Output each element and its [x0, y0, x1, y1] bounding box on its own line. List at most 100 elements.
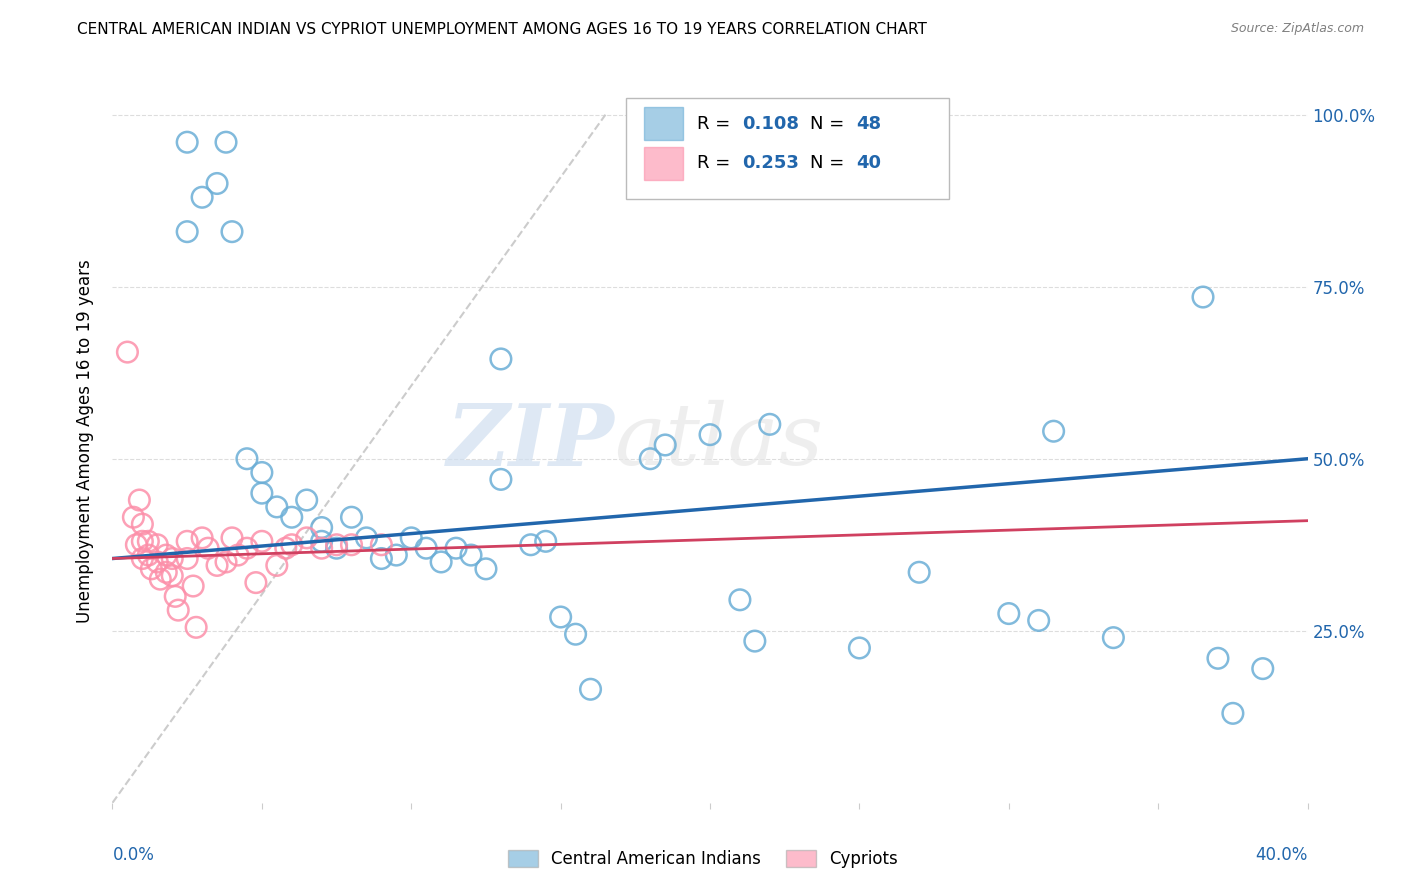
Text: atlas: atlas [614, 401, 824, 483]
Point [728, 592, 751, 607]
Point [215, 135, 238, 149]
Point [162, 551, 183, 566]
Point [266, 500, 288, 514]
Point [141, 562, 163, 576]
Point [1206, 651, 1229, 665]
Point [640, 451, 662, 466]
Text: 0.0%: 0.0% [112, 847, 155, 864]
Point [186, 620, 208, 634]
Point [131, 551, 153, 566]
Point [236, 451, 259, 466]
Text: CENTRAL AMERICAN INDIAN VS CYPRIOT UNEMPLOYMENT AMONG AGES 16 TO 19 YEARS CORREL: CENTRAL AMERICAN INDIAN VS CYPRIOT UNEMP… [77, 22, 927, 37]
Point [162, 568, 183, 582]
Point [128, 493, 150, 508]
Point [654, 438, 676, 452]
Point [138, 534, 160, 549]
Point [274, 541, 297, 556]
Text: R =: R = [697, 115, 735, 133]
Point [176, 225, 198, 239]
Point [848, 640, 870, 655]
Point [155, 566, 177, 580]
Point [340, 538, 363, 552]
Point [155, 548, 177, 562]
Point [444, 541, 467, 556]
Text: Source: ZipAtlas.com: Source: ZipAtlas.com [1230, 22, 1364, 36]
Point [197, 541, 219, 556]
Point [311, 534, 333, 549]
Point [131, 517, 153, 532]
Point [131, 534, 153, 549]
Point [250, 466, 273, 480]
Point [149, 572, 172, 586]
Text: 40: 40 [856, 154, 880, 172]
Point [221, 531, 243, 545]
Point [226, 548, 249, 562]
Point [356, 531, 378, 545]
Point [122, 510, 145, 524]
Point [475, 562, 498, 576]
Point [117, 345, 139, 359]
Point [325, 541, 347, 556]
Y-axis label: Unemployment Among Ages 16 to 19 years: Unemployment Among Ages 16 to 19 years [76, 260, 94, 624]
Point [311, 520, 333, 534]
Point [370, 551, 392, 566]
Point [125, 538, 148, 552]
Point [176, 551, 198, 566]
Point [759, 417, 782, 432]
Point [176, 135, 198, 149]
Point [165, 590, 187, 604]
Point [1102, 631, 1125, 645]
Point [699, 427, 721, 442]
Point [176, 534, 198, 549]
Point [489, 351, 512, 366]
Point [181, 579, 204, 593]
Point [281, 510, 304, 524]
Point [415, 541, 437, 556]
Point [311, 541, 333, 556]
Text: 0.108: 0.108 [742, 115, 799, 133]
Point [744, 634, 766, 648]
Text: 0.253: 0.253 [742, 154, 799, 172]
Point [520, 538, 543, 552]
Point [325, 538, 347, 552]
Text: N =: N = [810, 154, 851, 172]
Point [295, 531, 318, 545]
Point [1222, 706, 1244, 721]
Point [138, 548, 160, 562]
Point [250, 486, 273, 500]
Text: 40.0%: 40.0% [1256, 847, 1308, 864]
Point [221, 225, 243, 239]
Point [340, 510, 363, 524]
Point [998, 607, 1021, 621]
Point [564, 627, 586, 641]
Point [250, 534, 273, 549]
Point [908, 566, 931, 580]
Point [281, 538, 304, 552]
Point [245, 575, 267, 590]
Point [146, 538, 169, 552]
Point [1251, 662, 1274, 676]
Legend: Central American Indians, Cypriots: Central American Indians, Cypriots [501, 843, 905, 875]
Point [370, 538, 392, 552]
Point [534, 534, 557, 549]
Point [385, 548, 408, 562]
Point [167, 603, 190, 617]
Point [266, 558, 288, 573]
Text: 48: 48 [856, 115, 882, 133]
Point [1192, 290, 1215, 304]
Text: ZIP: ZIP [447, 400, 614, 483]
Point [1042, 424, 1064, 438]
Point [1028, 614, 1050, 628]
Point [460, 548, 482, 562]
Text: N =: N = [810, 115, 851, 133]
Point [191, 190, 214, 204]
Point [215, 555, 238, 569]
Text: R =: R = [697, 154, 735, 172]
Point [191, 531, 214, 545]
Point [146, 555, 169, 569]
FancyBboxPatch shape [644, 107, 682, 140]
Point [430, 555, 453, 569]
Point [579, 682, 602, 697]
Point [550, 610, 572, 624]
Point [236, 541, 259, 556]
